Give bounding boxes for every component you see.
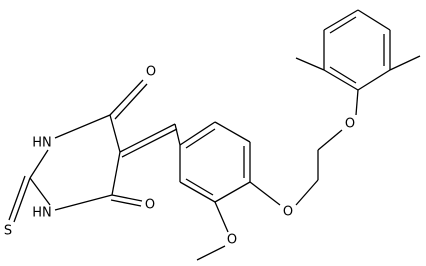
atom-label: S (4, 224, 12, 239)
atom-label: O (227, 233, 237, 248)
atom-label: HN (32, 136, 52, 151)
atom-labels: O HN S HN O O O O (4, 65, 355, 248)
atom-label: O (145, 198, 155, 213)
atom-label: O (146, 65, 156, 80)
bonds (8, 9, 421, 261)
atom-label: O (283, 205, 293, 220)
atom-label: O (345, 117, 355, 132)
atom-label: HN (32, 206, 52, 221)
